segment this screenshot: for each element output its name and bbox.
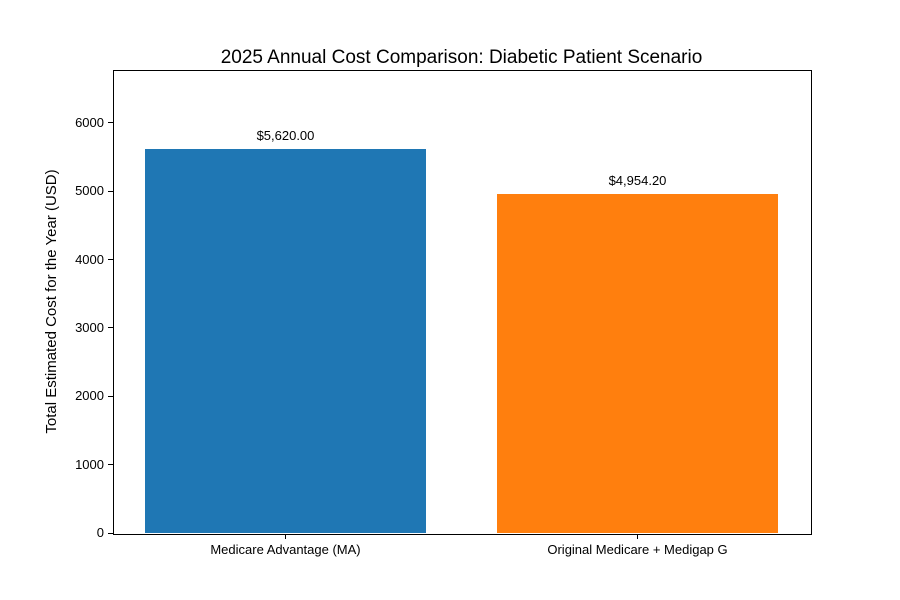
x-tick-mark — [284, 534, 286, 539]
y-tick-mark — [108, 327, 113, 329]
y-tick-mark — [108, 464, 113, 466]
y-tick-label: 3000 — [75, 319, 104, 335]
x-tick-label: Medicare Advantage (MA) — [210, 542, 361, 557]
bar-value-label: $5,620.00 — [256, 127, 315, 143]
y-tick-mark — [108, 532, 113, 534]
bar-medicare-advantage — [144, 148, 427, 533]
x-tick-label: Original Medicare + Medigap G — [547, 542, 728, 557]
y-tick-mark — [108, 190, 113, 192]
y-tick-label: 5000 — [75, 183, 104, 199]
y-tick-mark — [108, 122, 113, 124]
bar-value-label: $4,954.20 — [608, 173, 667, 189]
y-tick-label: 1000 — [75, 456, 104, 472]
y-tick-label: 4000 — [75, 251, 104, 267]
y-tick-mark — [108, 259, 113, 261]
bar-original-medicare-medigap — [496, 194, 779, 533]
y-tick-label: 2000 — [75, 388, 104, 404]
y-tick-mark — [108, 395, 113, 397]
y-tick-label: 6000 — [75, 114, 104, 130]
x-tick-mark — [637, 534, 638, 539]
chart-title: 2025 Annual Cost Comparison: Diabetic Pa… — [220, 47, 703, 68]
y-tick-label: 0 — [96, 525, 104, 540]
